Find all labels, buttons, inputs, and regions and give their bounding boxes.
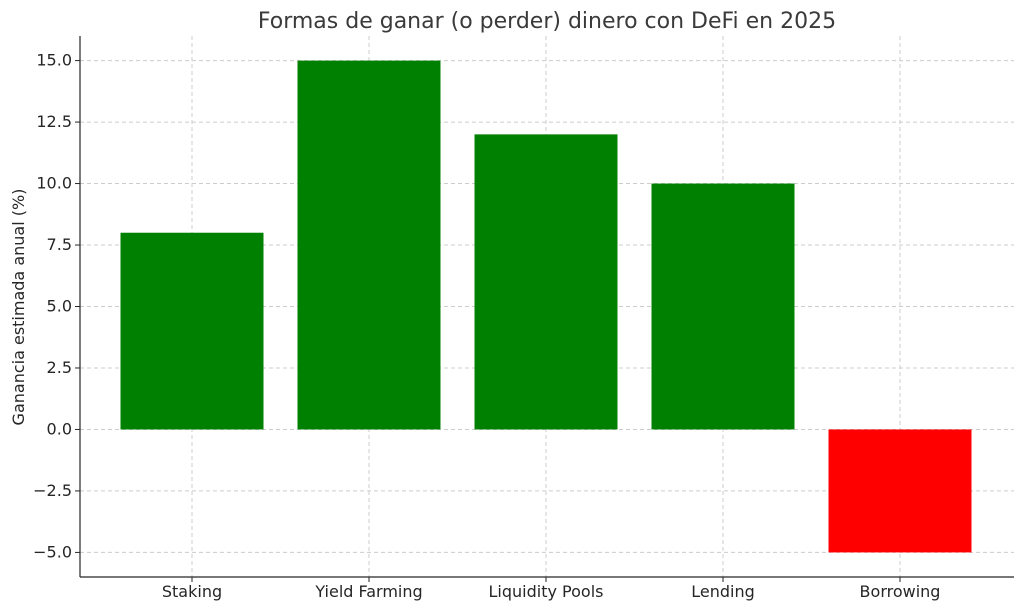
y-tick-label: 0.0 [47,419,72,438]
bars [120,60,972,553]
y-tick-label: 12.5 [36,112,72,131]
x-tick-label: Staking [162,582,222,601]
bar-yield-farming [297,60,441,430]
x-tick-label: Borrowing [860,582,941,601]
y-axis-label: Ganancia estimada anual (%) [9,189,28,426]
y-tick-label: −2.5 [33,481,72,500]
x-tick-label: Yield Farming [314,582,422,601]
y-tick-label: −5.0 [33,542,72,561]
bar-liquidity-pools [474,134,618,430]
x-ticks: Staking Yield Farming Liquidity Pools Lendi… [162,577,941,601]
y-tick-label: 15.0 [36,51,72,70]
y-tick-label: 5.0 [47,297,72,316]
x-tick-label: Lending [691,582,755,601]
y-tick-label: 2.5 [47,358,72,377]
y-tick-label: 7.5 [47,235,72,254]
y-ticks: −5.0 −2.5 0.0 2.5 5.0 7.5 10.0 12.5 15.0 [33,51,80,561]
bar-borrowing [828,429,972,553]
chart-title: Formas de ganar (o perder) dinero con De… [258,9,836,34]
bar-lending [651,183,795,430]
y-tick-label: 10.0 [36,174,72,193]
x-tick-label: Liquidity Pools [489,582,604,601]
bar-staking [120,232,264,430]
